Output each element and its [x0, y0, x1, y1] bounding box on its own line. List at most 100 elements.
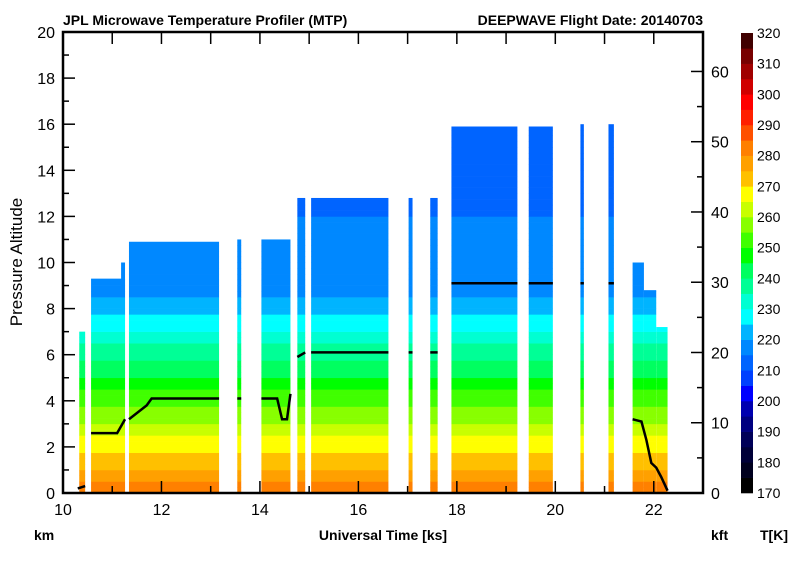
heatmap-cell: [580, 452, 584, 459]
heatmap-cell: [121, 348, 126, 355]
heatmap-cell: [632, 452, 644, 459]
heatmap-cell: [237, 475, 242, 482]
heatmap-cell: [311, 291, 389, 298]
heatmap-cell: [430, 239, 438, 246]
heatmap-cell: [79, 446, 86, 453]
heatmap-cell: [528, 170, 553, 177]
heatmap-cell: [528, 126, 553, 131]
heatmap-cell: [643, 377, 657, 384]
heatmap-cell: [311, 475, 389, 482]
heatmap-cell: [528, 268, 553, 275]
heatmap-cell: [237, 371, 242, 379]
y2-tick-label: 10: [711, 416, 729, 433]
heatmap-cell: [408, 199, 413, 206]
heatmap-cell: [608, 233, 614, 240]
heatmap-cell: [128, 291, 220, 298]
heatmap-cell: [311, 383, 389, 390]
heatmap-cell: [656, 389, 668, 396]
heatmap-cell: [79, 441, 86, 448]
heatmap-cell: [297, 239, 306, 246]
y-tick-label: 18: [37, 71, 55, 88]
heatmap-cell: [451, 383, 518, 390]
heatmap-cell: [608, 429, 614, 436]
heatmap-cell: [451, 406, 518, 413]
heatmap-cell: [451, 377, 518, 384]
colorbar-swatch: [741, 278, 753, 294]
heatmap-cell: [297, 337, 306, 344]
heatmap-cell: [643, 314, 657, 321]
heatmap-cell: [632, 285, 644, 292]
heatmap-cell: [451, 343, 518, 350]
heatmap-cell: [580, 291, 584, 298]
heatmap-cell: [656, 371, 668, 379]
heatmap-cell: [311, 377, 389, 384]
heatmap-cell: [528, 187, 553, 194]
heatmap-cell: [608, 423, 614, 430]
heatmap-cell: [237, 406, 242, 413]
heatmap-cell: [128, 464, 220, 471]
heatmap-cell: [528, 331, 553, 338]
heatmap-cell: [297, 366, 306, 373]
heatmap-cell: [91, 464, 126, 471]
heatmap-cell: [79, 452, 86, 459]
heatmap-cell: [528, 302, 553, 309]
heatmap-cell: [430, 423, 438, 430]
colorbar-swatch: [741, 370, 753, 386]
heatmap-cell: [91, 297, 126, 304]
heatmap-cell: [608, 216, 614, 223]
heatmap-cell: [580, 441, 584, 448]
heatmap-cell: [311, 250, 389, 258]
heatmap-cell: [408, 314, 413, 321]
heatmap-cell: [656, 406, 668, 413]
heatmap-cell: [408, 441, 413, 448]
heatmap-cell: [608, 389, 614, 396]
heatmap-cell: [121, 297, 126, 304]
heatmap-cell: [297, 377, 306, 384]
heatmap-cell: [656, 366, 668, 373]
colorbar-tick-label: 170: [757, 485, 781, 501]
heatmap-cell: [408, 337, 413, 344]
heatmap-cell: [430, 331, 438, 338]
heatmap-cell: [311, 308, 389, 315]
heatmap-cell: [580, 210, 584, 217]
heatmap-cell: [311, 216, 389, 223]
heatmap-cell: [528, 354, 553, 361]
heatmap-cell: [297, 458, 306, 465]
heatmap-cell: [121, 320, 126, 327]
heatmap-cell: [408, 458, 413, 465]
heatmap-cell: [408, 250, 413, 258]
heatmap-cell: [408, 377, 413, 384]
heatmap-cell: [91, 395, 126, 402]
x-axis-label: Universal Time [ks]: [319, 527, 447, 543]
heatmap-cell: [311, 366, 389, 373]
heatmap-cell: [297, 371, 306, 379]
heatmap-cell: [261, 308, 291, 315]
heatmap-cell: [128, 274, 220, 281]
heatmap-cell: [656, 337, 668, 344]
heatmap-cell: [237, 239, 242, 246]
heatmap-cell: [451, 153, 518, 160]
heatmap-cell: [430, 216, 438, 223]
heatmap-cell: [656, 441, 668, 448]
heatmap-cell: [580, 216, 584, 223]
heatmap-cell: [451, 348, 518, 355]
heatmap-cell: [91, 452, 126, 459]
heatmap-cell: [528, 343, 553, 350]
heatmap-cell: [237, 250, 242, 258]
heatmap-cell: [608, 371, 614, 379]
colorbar-swatch: [741, 324, 753, 340]
heatmap-cell: [451, 147, 518, 154]
heatmap-cell: [528, 395, 553, 402]
heatmap-cell: [121, 406, 126, 413]
heatmap-cell: [408, 325, 413, 332]
heatmap-cell: [79, 464, 86, 471]
heatmap-cell: [237, 348, 242, 355]
heatmap-cell: [608, 153, 614, 160]
heatmap-cell: [297, 245, 306, 252]
heatmap-cell: [128, 389, 220, 396]
heatmap-cell: [451, 126, 518, 131]
heatmap-cell: [643, 320, 657, 327]
heatmap-cell: [408, 297, 413, 304]
heatmap-cell: [261, 441, 291, 448]
heatmap-cell: [237, 320, 242, 327]
